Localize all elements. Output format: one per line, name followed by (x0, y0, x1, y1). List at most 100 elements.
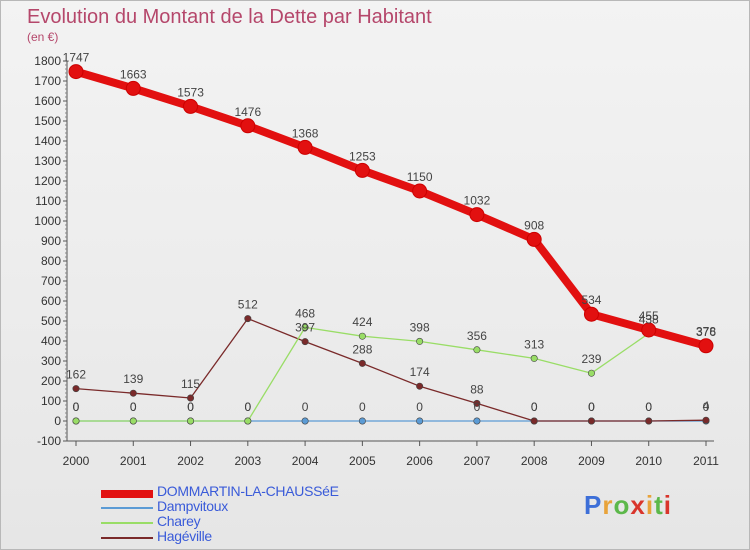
data-point (358, 417, 366, 425)
data-point (297, 139, 313, 155)
data-label: 1150 (407, 170, 433, 184)
y-tick-label: 1700 (34, 74, 61, 88)
data-point (187, 394, 195, 402)
data-label: 162 (66, 368, 86, 382)
y-tick-label: 900 (41, 234, 61, 248)
data-label: 0 (531, 400, 538, 414)
data-point (473, 346, 481, 354)
data-label: 1476 (234, 105, 261, 119)
data-label: 0 (187, 400, 194, 414)
x-tick-label: 2000 (63, 454, 90, 468)
data-label: 378 (696, 324, 716, 338)
data-point (698, 338, 714, 354)
x-tick-label: 2002 (177, 454, 204, 468)
data-point (72, 417, 80, 425)
data-point (530, 354, 538, 362)
data-point (187, 417, 195, 425)
logo-letter: i (645, 490, 655, 520)
data-label: 0 (187, 400, 194, 414)
legend-label: Dampvitoux (157, 498, 228, 514)
x-tick-label: 2010 (635, 454, 662, 468)
data-label: 1368 (292, 126, 319, 140)
data-point (301, 323, 309, 331)
logo-letter: r (602, 490, 614, 520)
series-line (76, 326, 707, 422)
data-label: 908 (524, 218, 544, 232)
y-tick-label: 1800 (34, 54, 61, 68)
data-point (416, 417, 424, 425)
data-label: 0 (588, 400, 595, 414)
data-point (526, 231, 542, 247)
data-label: 0 (645, 400, 652, 414)
data-label: 0 (73, 400, 80, 414)
data-point (587, 417, 595, 425)
data-label: 0 (703, 400, 710, 414)
legend-swatch (101, 490, 153, 498)
data-label: 0 (359, 400, 366, 414)
data-label: 468 (295, 306, 315, 320)
data-label: 1747 (63, 51, 90, 65)
x-tick-label: 2007 (464, 454, 491, 468)
x-tick-label: 2006 (406, 454, 433, 468)
x-tick-label: 2001 (120, 454, 147, 468)
logo-letter: t (654, 490, 664, 520)
data-point (72, 385, 80, 393)
data-label: 0 (130, 400, 137, 414)
data-point (416, 382, 424, 390)
data-label: 397 (295, 321, 315, 335)
logo-letter: P (584, 490, 603, 520)
data-point (183, 98, 199, 114)
x-tick-label: 2009 (578, 454, 605, 468)
data-label: 0 (244, 400, 251, 414)
data-label: 0 (474, 400, 481, 414)
data-label: 0 (531, 400, 538, 414)
data-label: 0 (588, 400, 595, 414)
series-line (75, 317, 707, 422)
y-tick-label: 100 (41, 394, 61, 408)
legend-label: DOMMARTIN-LA-CHAUSSéE (157, 483, 339, 499)
data-point (358, 359, 366, 367)
data-point (645, 417, 653, 425)
data-point (244, 315, 252, 323)
data-label: 376 (696, 325, 716, 339)
data-label: 0 (302, 400, 309, 414)
x-tick-label: 2008 (521, 454, 548, 468)
data-label: 1663 (120, 67, 147, 81)
chart-title: Evolution du Montant de la Dette par Hab… (27, 6, 432, 28)
y-tick-label: 700 (41, 274, 61, 288)
y-tick-label: 0 (54, 414, 61, 428)
y-tick-label: 600 (41, 294, 61, 308)
x-tick-label: 2011 (693, 454, 719, 468)
y-tick-label: 1400 (34, 134, 61, 148)
data-point (583, 306, 599, 322)
data-label: 0 (73, 400, 80, 414)
data-point (358, 332, 366, 340)
data-label: 0 (130, 400, 137, 414)
legend-label: Hagéville (157, 528, 212, 544)
data-label: 1253 (349, 149, 376, 163)
data-label: 239 (581, 352, 601, 366)
data-point (473, 417, 481, 425)
data-point (587, 369, 595, 377)
data-label: 4 (703, 399, 710, 413)
data-label: 512 (238, 298, 258, 312)
data-label: 398 (410, 320, 430, 334)
y-tick-label: 400 (41, 334, 61, 348)
y-tick-label: -100 (37, 434, 61, 448)
data-label: 139 (123, 372, 143, 386)
y-tick-label: 1600 (34, 94, 61, 108)
proxiti-logo: Proxiti (584, 490, 672, 521)
y-tick-label: 300 (41, 354, 61, 368)
data-label: 1032 (464, 194, 491, 208)
data-point (416, 337, 424, 345)
data-point (412, 183, 428, 199)
data-label: 0 (645, 400, 652, 414)
legend-label: Charey (157, 513, 201, 529)
y-tick-label: 1500 (34, 114, 61, 128)
data-point (125, 80, 141, 96)
legend-swatch (101, 537, 153, 539)
series-line (74, 67, 708, 350)
data-label: 115 (181, 377, 200, 391)
